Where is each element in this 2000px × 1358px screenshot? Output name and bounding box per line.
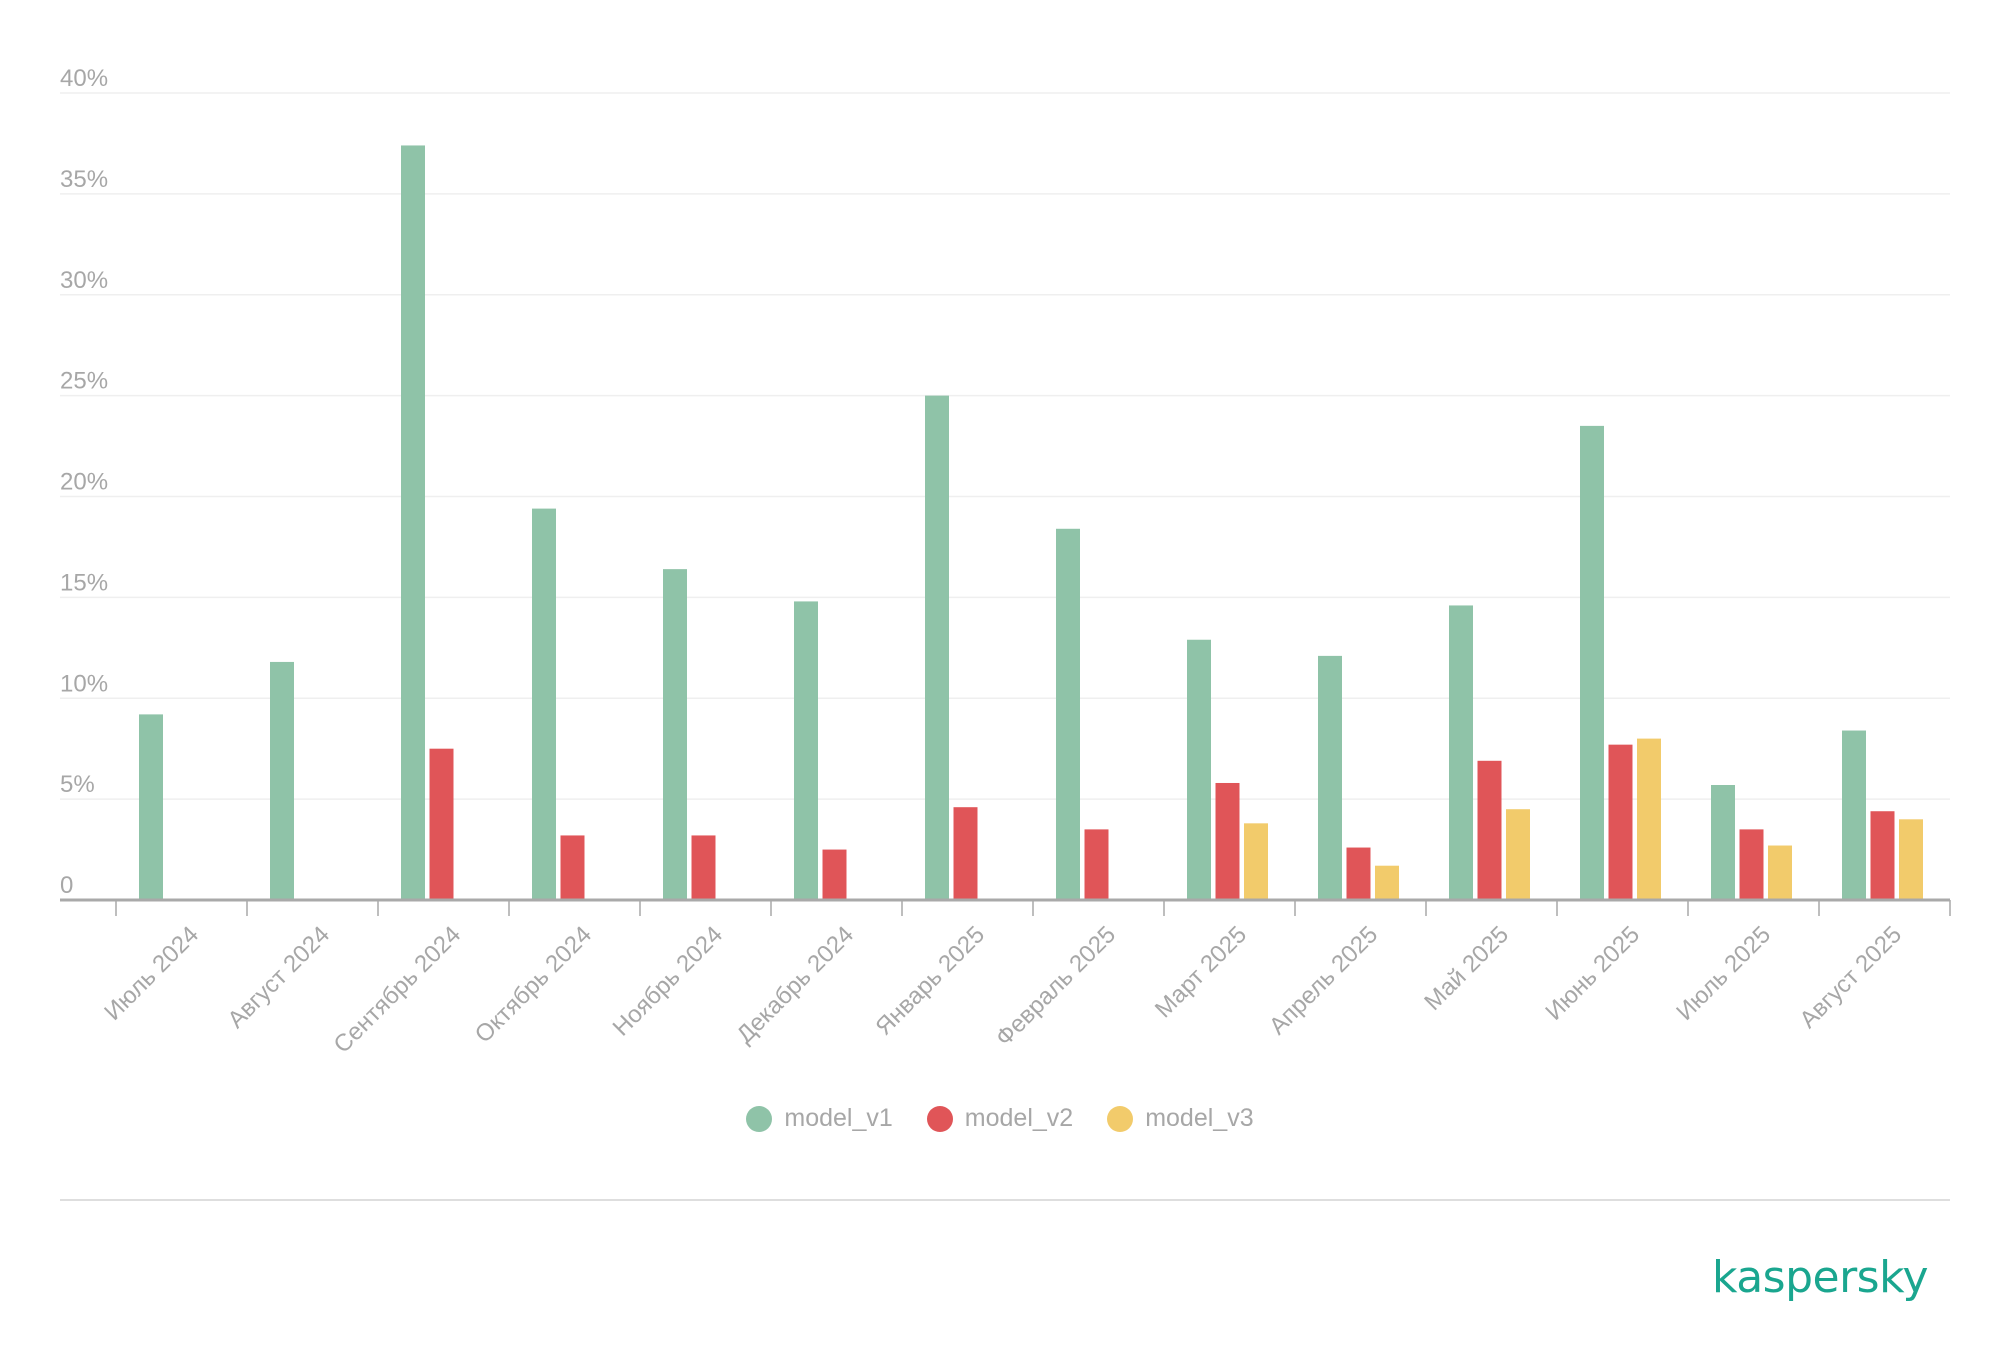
y-tick-label: 20% [60,469,108,496]
gridlines [60,92,1950,800]
bar-model_v2-6 [822,849,847,900]
y-axis-ticks: 0 5% 10% 15% 20% 25% 30% 35% 40% [60,65,108,899]
x-category-label: Июль 2025 [1671,921,1776,1026]
x-category-label: Июль 2024 [99,921,204,1026]
y-tick-label: 30% [60,267,108,294]
bar-model_v1-11 [1449,605,1473,900]
y-tick-label: 10% [60,670,108,697]
x-category-label: Апрель 2025 [1264,921,1383,1040]
kaspersky-logo: kaspersky [1712,1252,1929,1303]
x-category-label: Январь 2025 [870,921,990,1041]
bar-model_v2-14 [1870,811,1895,900]
bar-model_v1-12 [1580,425,1604,900]
legend-item-model_v2: model_v2 [926,1104,1074,1133]
y-tick-label: 5% [60,771,95,798]
legend-label: model_v3 [1145,1104,1254,1132]
bar-model_v1-14 [1842,730,1866,900]
x-axis [60,898,1951,916]
bar-model_v2-3 [429,748,454,900]
x-category-label: Август 2024 [222,921,335,1034]
bar-model_v2-8 [1084,829,1109,900]
bar-model_v1-8 [1056,528,1080,900]
legend-swatch [746,1105,773,1132]
y-tick-label: 15% [60,569,108,596]
x-category-label: Октябрь 2024 [470,921,597,1048]
x-category-label: Март 2025 [1150,921,1252,1023]
bar-model_v1-9 [1187,639,1211,900]
y-tick-label: 40% [60,65,108,92]
x-category-label: Июнь 2025 [1540,921,1645,1026]
bar-chart: 05%10%15%20%25%30%35%40% Июль 2024 Август… [60,65,1951,1059]
legend-label: model_v2 [964,1104,1074,1132]
bar-model_v2-4 [560,835,585,900]
bar-model_v1-1 [139,714,163,900]
legend-label: model_v1 [784,1104,893,1132]
bar-model_v3-11 [1506,809,1530,900]
x-category-label: Декабрь 2024 [731,921,859,1049]
bars [139,145,1923,900]
y-tick-label: 0 [60,872,73,899]
x-category-label: Август 2025 [1794,921,1907,1034]
x-category-label: Ноябрь 2024 [608,921,728,1041]
y-tick-label: 35% [60,166,108,193]
legend-item-model_v1: model_v1 [746,1104,893,1133]
bar-model_v1-3 [401,145,425,900]
bar-model_v3-14 [1899,819,1923,900]
legend: model_v1 model_v2 model_v3 [0,1104,2000,1133]
bar-model_v1-13 [1711,785,1735,900]
bar-model_v2-5 [691,835,716,900]
bar-model_v1-5 [663,569,687,900]
bar-model_v2-9 [1215,782,1240,900]
bar-model_v1-7 [925,395,949,900]
bar-model_v1-4 [532,508,556,900]
x-category-label: Февраль 2025 [991,921,1122,1052]
bar-model_v2-13 [1739,829,1764,900]
bar-model_v1-10 [1318,655,1342,900]
bar-model_v2-7 [953,807,978,900]
x-category-label: Май 2025 [1419,921,1514,1016]
legend-swatch [1107,1105,1134,1132]
legend-swatch [926,1105,953,1132]
legend-item-model_v3: model_v3 [1107,1104,1254,1133]
bar-model_v1-2 [270,661,294,900]
bar-model_v2-10 [1346,847,1371,900]
bar-model_v2-12 [1608,744,1633,900]
y-tick-label: 25% [60,368,108,395]
bar-model_v3-12 [1637,738,1661,900]
x-category-label: Сентябрь 2024 [329,921,467,1059]
bar-model_v3-13 [1768,845,1792,900]
bar-model_v1-6 [794,601,818,900]
bar-model_v3-9 [1244,823,1268,900]
bar-model_v3-10 [1375,865,1399,900]
bar-model_v2-11 [1477,760,1502,900]
footer-divider [60,1199,1950,1201]
